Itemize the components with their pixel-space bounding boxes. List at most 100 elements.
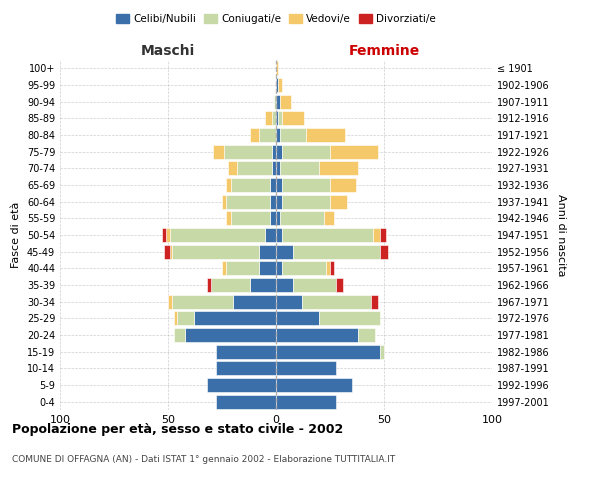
Text: Femmine: Femmine [349, 44, 419, 59]
Bar [319, 162, 358, 175]
Bar [215, 344, 276, 359]
Bar [215, 394, 276, 409]
Bar [176, 311, 194, 326]
Bar [170, 228, 265, 242]
Bar [280, 162, 319, 175]
Bar [222, 261, 226, 276]
Bar [380, 244, 388, 259]
Bar [276, 144, 283, 159]
Bar [283, 194, 330, 209]
Bar [283, 144, 330, 159]
Bar [272, 112, 276, 126]
Bar [276, 228, 283, 242]
Bar [207, 378, 276, 392]
Bar [306, 128, 345, 142]
Bar [161, 228, 166, 242]
Bar [259, 261, 276, 276]
Bar [211, 278, 250, 292]
Text: COMUNE DI OFFAGNA (AN) - Dati ISTAT 1° gennaio 2002 - Elaborazione TUTTITALIA.IT: COMUNE DI OFFAGNA (AN) - Dati ISTAT 1° g… [12, 455, 395, 464]
Bar [276, 62, 278, 76]
Text: Popolazione per età, sesso e stato civile - 2002: Popolazione per età, sesso e stato civil… [12, 422, 343, 436]
Bar [276, 328, 358, 342]
Bar [265, 228, 276, 242]
Bar [229, 162, 237, 175]
Bar [172, 294, 233, 308]
Y-axis label: Fasce di età: Fasce di età [11, 202, 21, 268]
Bar [280, 94, 291, 109]
Bar [175, 328, 185, 342]
Bar [276, 244, 293, 259]
Bar [276, 278, 293, 292]
Bar [276, 378, 352, 392]
Bar [373, 228, 380, 242]
Bar [380, 344, 384, 359]
Bar [283, 178, 330, 192]
Bar [330, 194, 347, 209]
Bar [293, 278, 337, 292]
Bar [276, 162, 280, 175]
Bar [283, 112, 304, 126]
Bar [278, 112, 283, 126]
Bar [269, 211, 276, 226]
Bar [259, 128, 276, 142]
Bar [276, 211, 280, 226]
Bar [276, 178, 283, 192]
Bar [293, 244, 380, 259]
Bar [250, 278, 276, 292]
Bar [276, 294, 302, 308]
Bar [371, 294, 377, 308]
Bar [170, 244, 172, 259]
Bar [259, 244, 276, 259]
Bar [226, 194, 269, 209]
Bar [276, 112, 278, 126]
Bar [172, 244, 259, 259]
Bar [166, 228, 170, 242]
Bar [175, 311, 176, 326]
Bar [224, 144, 272, 159]
Bar [214, 144, 224, 159]
Bar [330, 144, 377, 159]
Bar [330, 261, 334, 276]
Bar [319, 311, 380, 326]
Bar [168, 294, 172, 308]
Bar [280, 128, 306, 142]
Bar [283, 261, 326, 276]
Bar [276, 94, 280, 109]
Bar [215, 361, 276, 376]
Bar [380, 228, 386, 242]
Bar [272, 162, 276, 175]
Bar [269, 178, 276, 192]
Bar [276, 78, 278, 92]
Bar [265, 112, 272, 126]
Bar [164, 244, 170, 259]
Bar [276, 194, 283, 209]
Bar [230, 178, 269, 192]
Bar [226, 178, 230, 192]
Bar [337, 278, 343, 292]
Bar [330, 178, 356, 192]
Y-axis label: Anni di nascita: Anni di nascita [556, 194, 566, 276]
Bar [233, 294, 276, 308]
Bar [269, 194, 276, 209]
Bar [276, 261, 283, 276]
Bar [326, 261, 330, 276]
Bar [185, 328, 276, 342]
Bar [207, 278, 211, 292]
Bar [272, 144, 276, 159]
Bar [302, 294, 371, 308]
Text: Maschi: Maschi [141, 44, 195, 59]
Bar [237, 162, 272, 175]
Bar [276, 361, 337, 376]
Bar [323, 211, 334, 226]
Bar [278, 78, 283, 92]
Bar [280, 211, 323, 226]
Bar [250, 128, 259, 142]
Bar [230, 211, 269, 226]
Bar [283, 228, 373, 242]
Legend: Celibi/Nubili, Coniugati/e, Vedovi/e, Divorziati/e: Celibi/Nubili, Coniugati/e, Vedovi/e, Di… [112, 10, 440, 29]
Bar [358, 328, 376, 342]
Bar [194, 311, 276, 326]
Bar [276, 394, 337, 409]
Bar [226, 261, 259, 276]
Bar [276, 128, 280, 142]
